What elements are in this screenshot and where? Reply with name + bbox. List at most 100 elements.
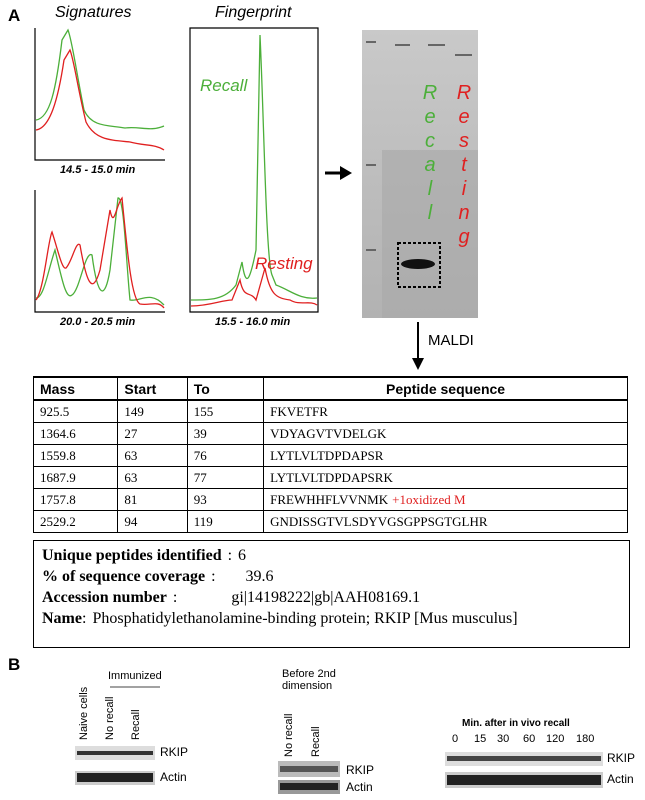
band-label: RKIP: [346, 763, 375, 777]
gel-bands: [366, 41, 472, 251]
peptide-table: Mass Start To Peptide sequence 925.5 149 155 FK…: [32, 376, 628, 533]
gel-smear: [382, 150, 478, 318]
cell-text: 93: [193, 491, 207, 507]
group-header: Before 2nd: [282, 668, 336, 680]
lane-label: Naive cells: [78, 686, 90, 740]
cell-text: 94: [124, 513, 138, 529]
table-cell: LYTLVLTDPDAPSRK: [263, 466, 628, 489]
group-header: Min. after in vivo recall: [462, 718, 570, 729]
table-cell: 155: [186, 399, 265, 423]
table-cell: 76: [186, 444, 265, 467]
panel-label: B: [8, 655, 21, 674]
lane-label: Recall: [130, 709, 142, 740]
band-label: RKIP: [607, 751, 636, 765]
lane-label: 0: [452, 733, 459, 745]
summary-line: Name: Phosphatidylethanolamine-binding pr…: [42, 608, 621, 629]
summary-value: 39.6: [245, 568, 274, 585]
table-cell: GNDISSGTVLSDYVGSGPPSGTGLHR: [263, 510, 628, 533]
lane-label: 30: [497, 733, 510, 745]
lane-label: No recall: [104, 696, 116, 740]
table-row: 1757.8 81 93 FREWHHFLVVNMK +1oxidized M: [32, 488, 628, 511]
signatures-title: Signatures: [55, 4, 132, 21]
cell-text: 155: [193, 403, 214, 419]
chromatograms: [35, 28, 318, 309]
cell-text: 63: [124, 469, 138, 485]
table-cell: VDYAGVTVDELGK: [263, 422, 628, 445]
lane-label: 180: [576, 733, 595, 745]
summary-box: Unique peptides identified:6% of sequenc…: [33, 540, 630, 648]
summary-value: gi|14198222|gb|AAH08169.1: [231, 589, 421, 606]
summary-value: Phosphatidylethanolamine-binding protein…: [92, 610, 518, 627]
table-row: 925.5 149 155 FKVETFR: [32, 399, 628, 423]
summary-label: Unique peptides identified: [42, 547, 222, 564]
table-row: 1559.8 63 76 LYTLVLTDPDAPSR: [32, 444, 628, 467]
table-cell: 39: [186, 422, 265, 445]
band-label: Actin: [607, 772, 634, 786]
caption: 14.5 - 15.0 min: [60, 164, 136, 176]
header-cell: Mass: [32, 376, 119, 401]
cell-text: 2529.2: [40, 513, 76, 529]
cell-text: 149: [124, 403, 144, 419]
cell-text: 63: [124, 447, 138, 463]
lane-label: 15: [474, 733, 487, 745]
maldi-label: MALDI: [428, 332, 474, 349]
caption: 15.5 - 16.0 min: [215, 316, 291, 328]
table-cell: 119: [186, 510, 265, 533]
cell-text: FKVETFR: [270, 403, 328, 419]
cell-text: 77: [193, 469, 207, 485]
cell-text: 1364.6: [40, 425, 76, 441]
table-cell: 2529.2: [32, 510, 119, 533]
arrow-down: [412, 322, 424, 370]
cell-text: 119: [193, 513, 213, 529]
cell-text: 1559.8: [40, 447, 76, 463]
cell-text: 1757.8: [40, 491, 76, 507]
summary-line: Accession number: gi|14198222|gb|AAH08169…: [42, 587, 621, 608]
table-cell: 77: [186, 466, 265, 489]
cell-text: VDYAGVTVDELGK: [270, 425, 387, 441]
summary-line: % of sequence coverage: 39.6: [42, 566, 621, 587]
plot-frames: [34, 27, 319, 313]
table-cell: 81: [117, 488, 188, 511]
cell-text: 76: [193, 447, 207, 463]
cell-text: 39: [193, 425, 207, 441]
band-label: Actin: [160, 770, 187, 784]
gel-resting-label: Resting: [453, 82, 475, 250]
table-row: 2529.2 94 119 GNDISSGTVLSDYVGSGPPSGTGLHR: [32, 510, 628, 533]
lane-label: Recall: [310, 726, 322, 757]
summary-separator: :: [211, 568, 216, 585]
lane-label: 60: [523, 733, 536, 745]
gel-recall-label: Recall: [419, 82, 441, 226]
table-cell: 1559.8: [32, 444, 119, 467]
table-cell: FKVETFR: [263, 399, 628, 423]
header-cell: Peptide sequence: [263, 376, 628, 401]
table-cell: 1687.9: [32, 466, 119, 489]
table-cell: FREWHHFLVVNMK +1oxidized M: [263, 488, 628, 511]
summary-label: Accession number: [42, 589, 167, 606]
band-label: RKIP: [160, 745, 189, 759]
resting-label: Resting: [255, 254, 313, 273]
group-header: Immunized: [108, 670, 162, 682]
table-cell: 63: [117, 466, 188, 489]
lane-label: No recall: [283, 713, 295, 757]
caption: 20.0 - 20.5 min: [60, 316, 136, 328]
summary-line: Unique peptides identified:6: [42, 545, 621, 566]
fingerprint-title: Fingerprint: [215, 4, 292, 21]
summary-label: % of sequence coverage: [42, 568, 206, 585]
cell-text: LYTLVLTDPDAPSR: [270, 447, 384, 463]
arrow-right: [325, 166, 352, 180]
table-cell: 149: [117, 399, 188, 423]
modification: +1oxidized M: [392, 491, 466, 507]
cell-text: GNDISSGTVLSDYVGSGPPSGTGLHR: [270, 513, 488, 529]
summary-separator: :: [227, 547, 233, 564]
cell-text: 81: [124, 491, 138, 507]
cell-text: LYTLVLTDPDAPSRK: [270, 469, 393, 485]
table-row: 1364.6 27 39 VDYAGVTVDELGK: [32, 422, 628, 445]
table-cell: 63: [117, 444, 188, 467]
table-cell: 1757.8: [32, 488, 119, 511]
summary-separator: :: [81, 610, 87, 627]
band-label: Actin: [346, 780, 373, 794]
band-selection: [397, 242, 441, 288]
blots: [75, 746, 603, 794]
